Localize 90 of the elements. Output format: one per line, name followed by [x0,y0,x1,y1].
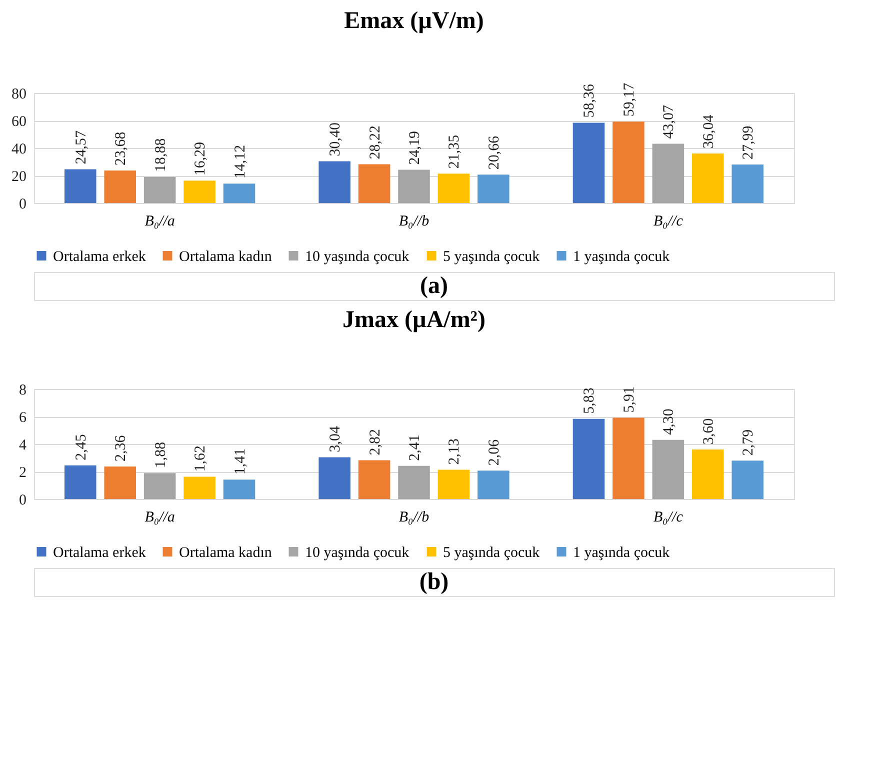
bar [104,170,136,203]
bar [572,418,605,499]
data-label: 5,83 [582,388,598,414]
x-tick-label: B₀//a [144,510,175,526]
x-tick-label: B₀//b [398,510,430,526]
data-label: 2,45 [73,434,90,460]
data-label: 18,88 [152,138,169,172]
x-tick-label: B₀//c [653,214,684,230]
data-label: 4,30 [661,408,678,435]
x-tick-label: B₀//c [653,510,684,526]
data-label: 3,04 [328,425,344,452]
data-label: 14,12 [232,144,248,179]
bar [652,440,684,499]
data-label: 21,35 [446,134,463,169]
data-label: 36,04 [700,114,717,148]
legend-label: 1 yaşında çocuk [573,544,670,561]
bar [223,480,256,499]
data-label: 5,91 [621,386,638,413]
legend-label: 5 yaşında çocuk [443,248,540,265]
y-tick-label: 20 [12,169,26,185]
bar [398,466,430,499]
data-label: 2,13 [446,438,463,465]
bar [572,122,605,203]
data-label: 59,17 [621,82,638,117]
bar [144,177,176,203]
bar [692,450,724,499]
bar [438,470,470,499]
data-label: 24,19 [407,130,423,165]
legend-label: Ortalama kadın [179,248,272,265]
data-label: 23,68 [113,132,130,166]
y-tick-label: 80 [12,86,26,102]
data-label: 2,36 [113,434,130,462]
bar [64,169,96,203]
y-tick-label: 60 [12,114,26,130]
y-tick-label: 2 [19,465,26,481]
data-label: 1,88 [152,442,169,468]
x-tick-label: B₀//b [398,214,430,230]
chart-title: Emax (µV/m) [344,8,484,34]
data-label: 2,06 [486,438,502,466]
bar [144,473,176,499]
bar [184,180,216,203]
bar [612,122,644,203]
bar [318,457,350,499]
data-label: 2,79 [740,429,757,456]
legend-label: 10 yaşında çocuk [305,544,410,561]
bar [398,170,430,203]
legend-label: Ortalama erkek [53,248,146,265]
bar [652,144,684,203]
y-tick-label: 4 [19,438,27,454]
data-label: 43,07 [661,104,678,139]
y-tick-label: 6 [19,410,27,426]
bar [223,184,256,203]
text: (b) [419,569,449,595]
legend-label: 1 yaşında çocuk [573,248,670,265]
bar [478,174,510,203]
data-label: 1,62 [192,445,209,472]
y-tick-label: 0 [19,492,26,508]
data-label: 1,41 [232,448,248,475]
bar [612,418,644,499]
bar [438,174,470,203]
legend-label: 5 yaşında çocuk [443,544,540,561]
data-label: 2,41 [407,434,423,461]
data-label: 2,82 [367,428,384,456]
bar [478,470,510,499]
y-tick-label: 40 [12,142,26,158]
legend-label: 10 yaşında çocuk [305,248,410,265]
data-label: 16,29 [192,142,209,176]
y-tick-label: 0 [19,196,26,212]
bar [64,465,96,499]
chart-title: Jmax (µA/m²) [342,307,486,333]
data-label: 30,40 [328,122,344,156]
bar [104,466,136,499]
bar [732,164,764,203]
legend-label: Ortalama erkek [53,544,146,561]
bar [732,460,764,499]
text: (a) [420,273,448,299]
data-label: 20,66 [486,135,502,170]
bar [692,153,724,203]
bar [184,476,216,499]
bar [358,460,390,499]
data-label: 24,57 [73,130,90,164]
data-label: 3,60 [700,418,717,444]
data-label: 27,99 [740,126,757,160]
x-tick-label: B₀//a [144,214,175,230]
data-label: 58,36 [582,84,598,118]
bar [358,164,390,203]
y-tick-label: 8 [19,382,26,398]
bar [318,161,350,203]
legend-label: Ortalama kadın [179,544,272,561]
data-label: 28,22 [367,125,384,160]
